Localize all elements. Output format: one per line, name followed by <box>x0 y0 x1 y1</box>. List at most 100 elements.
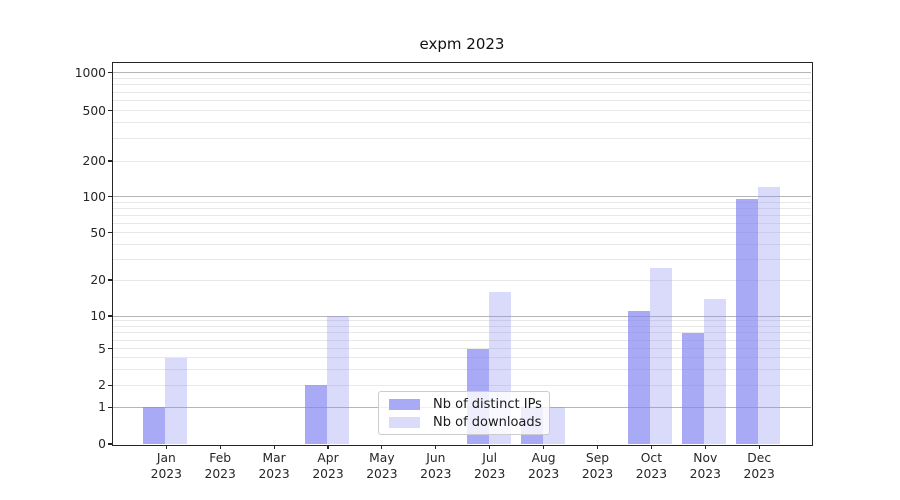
y-tick-label: 50 <box>90 225 106 240</box>
bar-downloads-dec <box>758 187 781 444</box>
x-tick-year: 2023 <box>312 466 344 481</box>
y-tick <box>108 406 112 408</box>
gridline-minor <box>113 348 811 350</box>
legend: Nb of distinct IPs Nb of downloads <box>378 391 550 435</box>
x-tick-year: 2023 <box>150 466 182 481</box>
x-tick-label: Jun 2023 <box>401 451 471 482</box>
y-tick-label: 1 <box>98 400 106 415</box>
y-tick <box>108 348 112 350</box>
y-tick <box>108 196 112 198</box>
bar-downloads-jan <box>165 357 188 444</box>
legend-swatch-downloads <box>389 416 420 428</box>
bar-distinct-ips-nov <box>682 332 705 444</box>
x-tick-year: 2023 <box>258 466 290 481</box>
x-tick-label: Dec 2023 <box>724 451 794 482</box>
x-tick-label: Jan 2023 <box>131 451 201 482</box>
x-tick-year: 2023 <box>689 466 721 481</box>
x-tick <box>596 445 599 449</box>
y-tick-label: 2 <box>98 378 106 393</box>
bar-distinct-ips-dec <box>736 199 759 444</box>
gridline-minor <box>113 214 811 216</box>
gridline-minor <box>113 207 811 209</box>
gridline-minor <box>113 243 811 245</box>
y-tick-label: 10 <box>90 309 106 323</box>
x-tick-label: Aug 2023 <box>509 451 579 482</box>
y-tick-label: 0 <box>98 437 106 451</box>
x-tick-year: 2023 <box>581 466 614 481</box>
gridline-minor <box>113 77 811 79</box>
y-tick <box>108 279 112 281</box>
gridline-minor <box>113 357 811 359</box>
gridline-minor <box>113 320 811 322</box>
x-tick <box>219 445 221 449</box>
y-tick <box>108 72 112 74</box>
x-tick-year: 2023 <box>527 466 560 481</box>
x-tick-month: Jan <box>156 451 176 465</box>
gridline-minor <box>113 326 811 328</box>
bar-distinct-ips-jan <box>143 407 166 444</box>
y-tick <box>108 110 112 112</box>
x-tick-year: 2023 <box>420 466 452 481</box>
x-tick <box>327 445 329 449</box>
gridline-minor <box>113 100 811 102</box>
gridline-minor <box>113 110 811 112</box>
plot-area <box>113 63 811 444</box>
x-tick <box>435 445 437 449</box>
x-tick-month: Dec <box>747 451 772 465</box>
gridline-minor <box>113 222 811 224</box>
y-tick <box>108 443 112 445</box>
x-tick-year: 2023 <box>366 466 398 481</box>
x-tick-month: Feb <box>209 451 232 465</box>
gridline-minor <box>113 232 811 234</box>
legend-entry-distinct-ips: Nb of distinct IPs <box>389 397 542 412</box>
gridline-major <box>113 72 811 74</box>
bar-distinct-ips-oct <box>628 311 651 444</box>
gridline-minor <box>113 339 811 341</box>
x-tick <box>489 445 491 449</box>
y-tick-label: 20 <box>90 273 106 287</box>
gridline-minor <box>113 332 811 334</box>
x-tick-year: 2023 <box>743 466 775 481</box>
gridline-minor <box>113 84 811 86</box>
x-tick-year: 2023 <box>204 466 236 481</box>
y-tick <box>108 160 112 162</box>
gridline-major <box>113 196 811 198</box>
bar-downloads-apr <box>327 316 349 444</box>
x-tick-year: 2023 <box>474 466 506 481</box>
chart-title: expm 2023 <box>419 35 505 53</box>
gridline-minor <box>113 279 811 281</box>
x-tick-month: Mar <box>262 451 286 465</box>
x-tick <box>381 445 383 449</box>
x-tick-label: Oct 2023 <box>616 451 686 482</box>
x-tick-month: Aug <box>531 451 556 465</box>
x-tick-label: Feb 2023 <box>185 451 255 482</box>
y-tick-label: 5 <box>98 341 106 356</box>
x-tick-label: Jul 2023 <box>455 451 525 482</box>
gridline-minor <box>113 368 811 370</box>
x-tick <box>650 445 652 449</box>
legend-entry-downloads: Nb of downloads <box>389 415 541 430</box>
y-tick <box>108 232 112 234</box>
gridline-minor <box>113 160 811 162</box>
x-tick <box>758 445 760 449</box>
x-tick-month: May <box>369 451 395 465</box>
x-tick-month: Apr <box>317 451 339 465</box>
legend-swatch-distinct-ips <box>389 398 420 410</box>
y-tick-label: 1000 <box>74 65 106 80</box>
x-tick-month: Jul <box>482 451 498 465</box>
gridline-minor <box>113 384 811 386</box>
x-tick-label: Mar 2023 <box>239 451 309 482</box>
y-tick-label: 500 <box>82 103 106 118</box>
y-tick-label: 100 <box>82 189 106 204</box>
y-tick-label: 200 <box>82 154 106 168</box>
x-tick-label: May 2023 <box>347 451 417 482</box>
gridline-minor <box>113 91 811 93</box>
gridline-major <box>113 315 811 317</box>
bar-downloads-oct <box>650 268 673 444</box>
x-tick <box>704 445 706 449</box>
gridline-minor <box>113 122 811 124</box>
y-tick <box>108 384 112 386</box>
x-tick-month: Sep <box>585 451 610 465</box>
x-tick-month: Jun <box>426 451 446 465</box>
